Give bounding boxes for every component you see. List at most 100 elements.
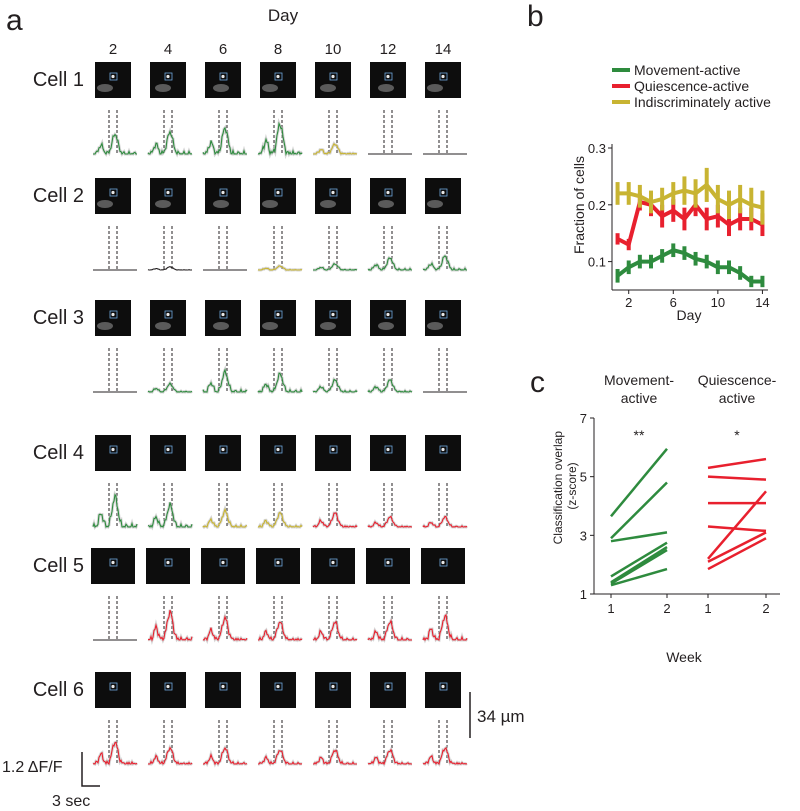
c-group-headers: Movement-active ** Quiescence-active * xyxy=(604,372,777,443)
cell-row: Cell 6 xyxy=(33,672,468,768)
b-axes: 0.1 0.2 0.3 2 6 10 14 xyxy=(588,141,770,310)
trace-error-band xyxy=(202,611,249,645)
c-ytick-label: 3 xyxy=(580,528,587,543)
roi-marker xyxy=(384,682,393,691)
tissue-glow xyxy=(262,200,278,208)
calcium-trace xyxy=(258,750,303,765)
c-subject-line xyxy=(610,548,668,585)
trace-error-band xyxy=(421,611,469,644)
panel-b-letter: b xyxy=(527,0,544,33)
day-labels: 2 4 6 8 10 12 14 xyxy=(109,41,452,58)
tissue-glow xyxy=(97,200,113,208)
calcium-trace xyxy=(147,746,193,765)
cell-rows: Cell 1 Cell 2 Cell 3 Cell 4 Cell 5 Cell 6 xyxy=(33,62,469,768)
trace-error-band xyxy=(201,364,248,395)
calcium-trace xyxy=(313,142,358,155)
tissue-glow xyxy=(320,84,336,92)
trace-error-band xyxy=(147,501,194,531)
df-time-scale-bar xyxy=(81,752,100,787)
b-ytick-label: 0.3 xyxy=(588,141,606,156)
soma xyxy=(221,190,225,195)
soma xyxy=(441,447,445,452)
trace-error-band xyxy=(367,255,413,272)
soma xyxy=(386,560,390,565)
calcium-trace xyxy=(202,746,248,766)
um-scale-label: 34 µm xyxy=(477,707,525,726)
roi-marker xyxy=(439,682,448,691)
soma xyxy=(111,190,115,195)
roi-marker xyxy=(164,188,173,197)
c-subject-line xyxy=(707,537,767,571)
day-label: 12 xyxy=(380,41,397,58)
soma xyxy=(331,74,335,79)
tissue-glow xyxy=(378,322,394,330)
b-legend-label: Quiescence-active xyxy=(634,78,749,94)
calcium-trace xyxy=(312,620,358,642)
c-ylabel: Classification overlap (z-score) xyxy=(551,428,579,545)
trace-error-band xyxy=(202,744,248,768)
cell-row: Cell 2 xyxy=(33,178,468,273)
calcium-trace xyxy=(202,507,248,528)
calcium-trace xyxy=(257,511,303,528)
trace-error-band xyxy=(257,117,304,160)
roi-marker xyxy=(164,72,173,81)
b-ytick-label: 0.1 xyxy=(588,255,606,270)
c-axes: 1 3 5 7 1 2 1 2 xyxy=(580,411,780,616)
panel-a-letter: a xyxy=(6,4,23,37)
roi-marker xyxy=(384,310,393,319)
soma xyxy=(166,74,170,79)
cell-row: Cell 1 xyxy=(33,62,467,160)
soma xyxy=(166,190,170,195)
b-xlabel: Day xyxy=(677,307,702,323)
soma xyxy=(331,447,335,452)
time-scale-label: 3 sec xyxy=(52,793,90,810)
panel-b: Movement-activeQuiescence-activeIndiscri… xyxy=(571,62,771,323)
c-group-title-line2: active xyxy=(719,390,756,406)
trace-error-band xyxy=(201,504,248,530)
df-scale-label: 1.2 ΔF/F xyxy=(2,759,63,776)
roi-marker xyxy=(274,310,283,319)
roi-marker xyxy=(439,445,448,454)
tissue-glow xyxy=(97,84,113,92)
soma xyxy=(276,190,280,195)
soma xyxy=(276,312,280,317)
soma xyxy=(221,447,225,452)
soma xyxy=(441,74,445,79)
c-subject-line xyxy=(707,475,767,481)
roi-marker xyxy=(329,682,338,691)
roi-marker xyxy=(439,558,448,567)
c-subject-line xyxy=(707,457,767,470)
calcium-trace xyxy=(92,741,138,766)
c-group xyxy=(707,457,767,571)
roi-marker xyxy=(439,310,448,319)
day-label: 6 xyxy=(219,41,227,58)
tissue-glow xyxy=(213,200,229,208)
roi-marker xyxy=(109,72,118,81)
soma xyxy=(386,447,390,452)
c-subject-line xyxy=(610,541,668,578)
calcium-trace xyxy=(93,133,137,156)
c-xtick-label: 2 xyxy=(663,601,670,616)
soma xyxy=(111,312,115,317)
b-ytick-label: 0.2 xyxy=(588,198,606,213)
roi-marker xyxy=(219,682,228,691)
roi-marker xyxy=(109,558,118,567)
tissue-glow xyxy=(427,200,443,208)
tissue-glow xyxy=(320,200,336,208)
day-label: 14 xyxy=(435,41,452,58)
roi-marker xyxy=(439,72,448,81)
roi-marker xyxy=(439,188,448,197)
trace-error-band xyxy=(422,745,468,767)
calcium-trace xyxy=(313,749,357,765)
soma xyxy=(166,447,170,452)
day-label: 4 xyxy=(164,41,172,58)
b-xtick-label: 6 xyxy=(670,295,677,310)
calcium-trace xyxy=(202,126,247,156)
trace-error-band xyxy=(257,510,304,529)
tissue-glow xyxy=(213,322,229,330)
cell-row: Cell 5 xyxy=(33,548,469,645)
roi-marker xyxy=(274,445,283,454)
b-legend: Movement-activeQuiescence-activeIndiscri… xyxy=(612,62,771,110)
